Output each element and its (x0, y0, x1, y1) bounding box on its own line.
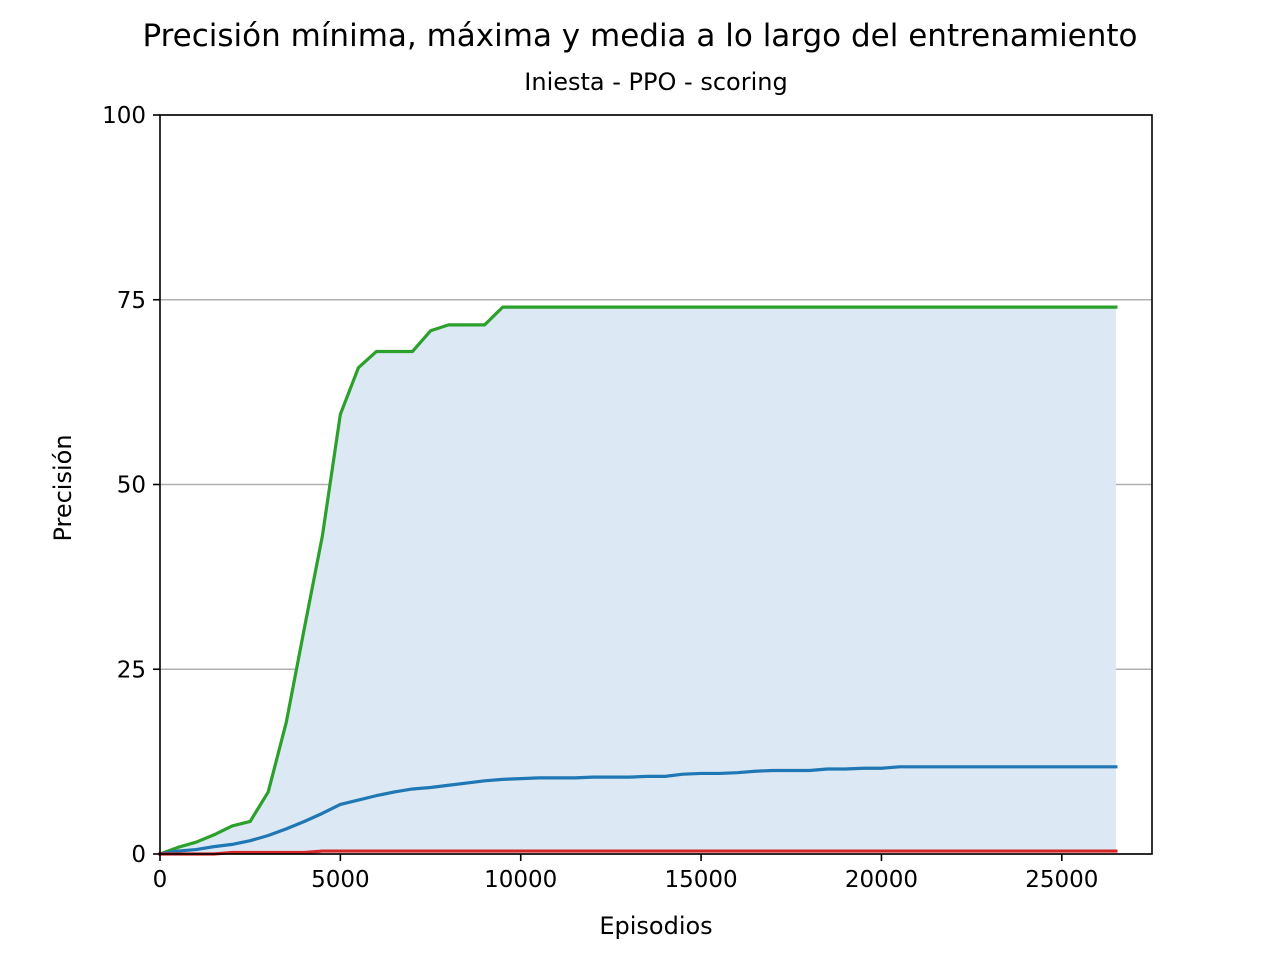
x-tick-label-10000: 10000 (484, 867, 557, 893)
y-tick-label-25: 25 (117, 657, 146, 683)
y-axis-label: Precisión (49, 434, 77, 541)
y-tick-label-0: 0 (131, 842, 146, 868)
series-line-mean (158, 765, 1118, 856)
series-line-min (158, 849, 1118, 856)
x-tick-label-0: 0 (153, 867, 168, 893)
fill-area (160, 307, 1116, 854)
y-tick-label-75: 75 (117, 288, 146, 314)
x-axis: 0 5000 10000 15000 20000 25000 (153, 854, 1098, 893)
chart-subtitle: Iniesta - PPO - scoring (524, 68, 787, 96)
y-axis: 0 25 50 75 100 (102, 103, 160, 868)
chart-title: Precisión mínima, máxima y media a lo la… (142, 18, 1137, 54)
x-tick-label-25000: 25000 (1025, 867, 1098, 893)
x-axis-label: Episodios (599, 912, 712, 940)
y-tick-label-50: 50 (117, 473, 146, 499)
x-tick-label-15000: 15000 (665, 867, 738, 893)
fill-area-group (160, 307, 1116, 854)
y-tick-label-100: 100 (102, 103, 146, 129)
series-group (157, 305, 1118, 857)
x-tick-label-5000: 5000 (311, 867, 370, 893)
series-line-max (157, 305, 1118, 857)
x-tick-label-20000: 20000 (845, 867, 918, 893)
